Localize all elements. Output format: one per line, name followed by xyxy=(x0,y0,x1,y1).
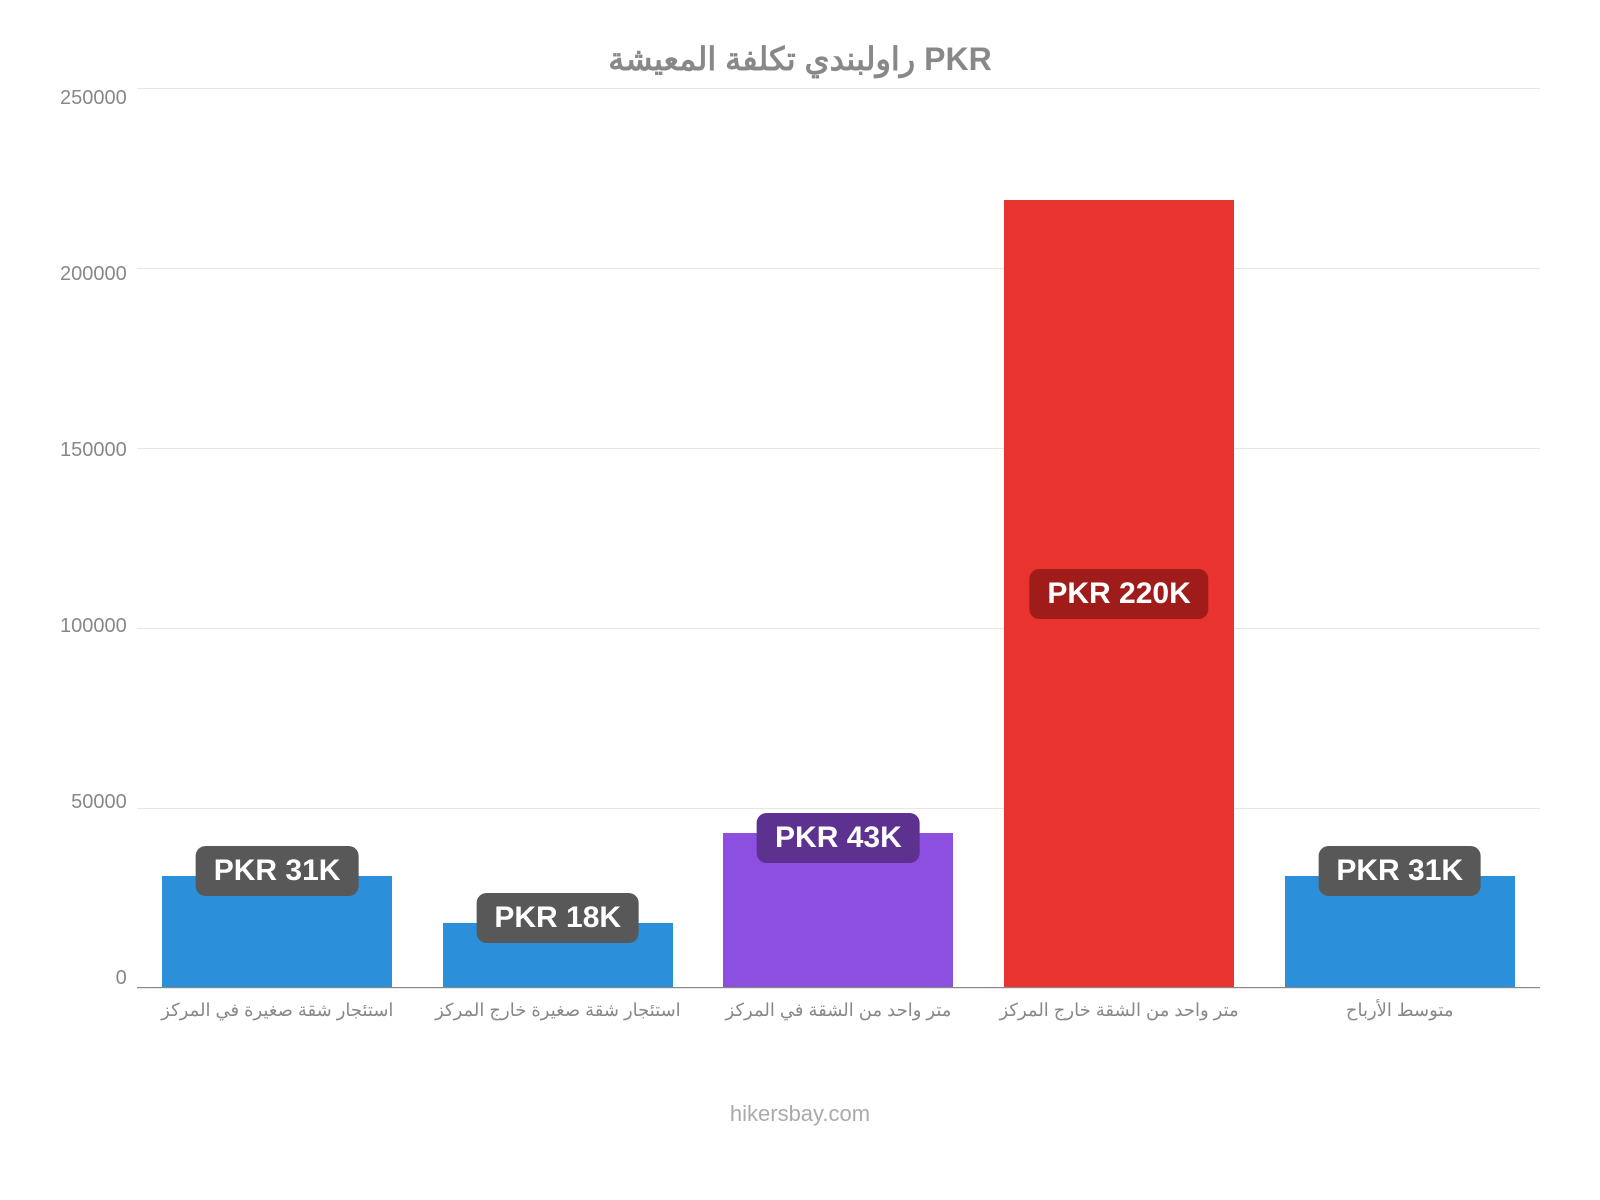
bar: PKR 31K xyxy=(1285,876,1515,988)
plot: PKR 31K PKR 18K PKR 43K PKR 220K PKR 31K xyxy=(137,88,1540,988)
bar: PKR 31K xyxy=(162,876,392,988)
y-tick-label: 150000 xyxy=(60,440,127,460)
y-axis: 250000 200000 150000 100000 50000 0 xyxy=(60,88,137,988)
attribution-text: hikersbay.com xyxy=(60,1101,1540,1127)
bar-value-label: PKR 31K xyxy=(196,846,359,896)
bar-slot: PKR 220K xyxy=(979,88,1260,988)
x-axis-labels: استئجار شقة صغيرة في المركزاستئجار شقة ص… xyxy=(137,988,1540,1021)
plot-area: 250000200000150000100000500000 PKR 31KPK… xyxy=(60,88,1540,988)
x-axis-label: استئجار شقة صغيرة خارج المركز xyxy=(418,988,699,1021)
gridline xyxy=(137,988,1540,989)
chart-title: راولبندي تكلفة المعيشة PKR xyxy=(60,40,1540,78)
x-axis-label: متر واحد من الشقة في المركز xyxy=(698,988,979,1021)
x-axis-label: متوسط الأرباح xyxy=(1259,988,1540,1021)
chart-container: راولبندي تكلفة المعيشة PKR 250000 200000 1… xyxy=(0,0,1600,1200)
bar: PKR 43K xyxy=(723,833,953,988)
bar-slot: PKR 18K xyxy=(417,88,698,988)
bar-value-label: PKR 18K xyxy=(476,893,639,943)
bar-value-label: PKR 43K xyxy=(757,813,920,863)
y-tick-label: 100000 xyxy=(60,616,127,636)
bar: PKR 220K xyxy=(1004,200,1234,988)
y-axis-spacer xyxy=(60,988,137,1021)
y-tick-label: 200000 xyxy=(60,264,127,284)
bars-row: PKR 31K PKR 18K PKR 43K PKR 220K PKR 31K xyxy=(137,88,1540,988)
bar-value-label: PKR 31K xyxy=(1318,846,1481,896)
bar-slot: PKR 31K xyxy=(137,88,418,988)
baseline xyxy=(137,987,1540,988)
bar-value-label: PKR 220K xyxy=(1029,569,1208,619)
bar-slot: PKR 43K xyxy=(698,88,979,988)
bar-slot: PKR 31K xyxy=(1259,88,1540,988)
y-tick-label: 0 xyxy=(116,968,127,988)
y-tick-label: 50000 xyxy=(71,792,127,812)
x-axis-label: متر واحد من الشقة خارج المركز xyxy=(979,988,1260,1021)
bar: PKR 18K xyxy=(443,923,673,988)
x-axis-label: استئجار شقة صغيرة في المركز xyxy=(137,988,418,1021)
y-tick-label: 250000 xyxy=(60,88,127,108)
x-axis: استئجار شقة صغيرة في المركزاستئجار شقة ص… xyxy=(60,988,1540,1021)
